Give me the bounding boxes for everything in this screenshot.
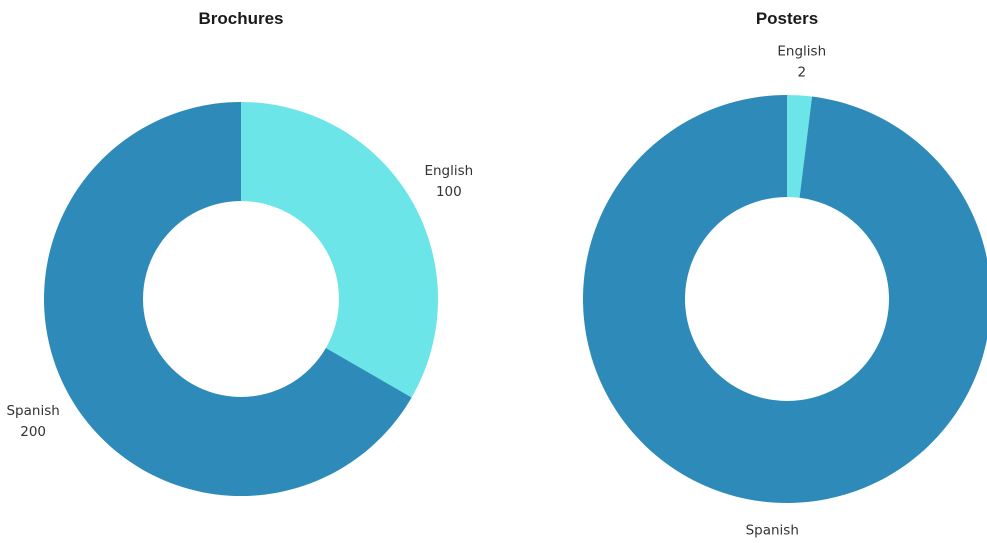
value-label: 200 xyxy=(20,424,46,440)
slices xyxy=(583,95,987,503)
slice-spanish xyxy=(583,95,987,503)
slice-english xyxy=(241,102,438,398)
slice-label-english: English 100 xyxy=(424,163,473,200)
category-label: Spanish xyxy=(746,523,799,539)
category-label: English xyxy=(424,163,473,179)
chart-brochures: Brochures English 100 Spanish 200 xyxy=(6,9,473,496)
chart-title: Brochures xyxy=(198,9,283,28)
slice-labels: English 100 Spanish 200 xyxy=(6,163,473,440)
slice-label-spanish: Spanish100 xyxy=(746,523,799,543)
chart-title: Posters xyxy=(756,9,818,28)
slice-english xyxy=(787,95,813,198)
slice-label-english: English 2 xyxy=(777,43,826,80)
slice-spanish xyxy=(43,102,412,496)
slice-labels: English 2 Spanish100 xyxy=(746,43,827,543)
category-label: Spanish xyxy=(6,403,59,419)
chart-posters: Posters English 2 Spanish100 xyxy=(583,9,987,543)
slices xyxy=(43,102,438,496)
value-label: 2 xyxy=(797,64,806,80)
value-label: 100 xyxy=(436,184,462,200)
category-label: English xyxy=(777,43,826,59)
slice-label-spanish: Spanish 200 xyxy=(6,403,59,440)
